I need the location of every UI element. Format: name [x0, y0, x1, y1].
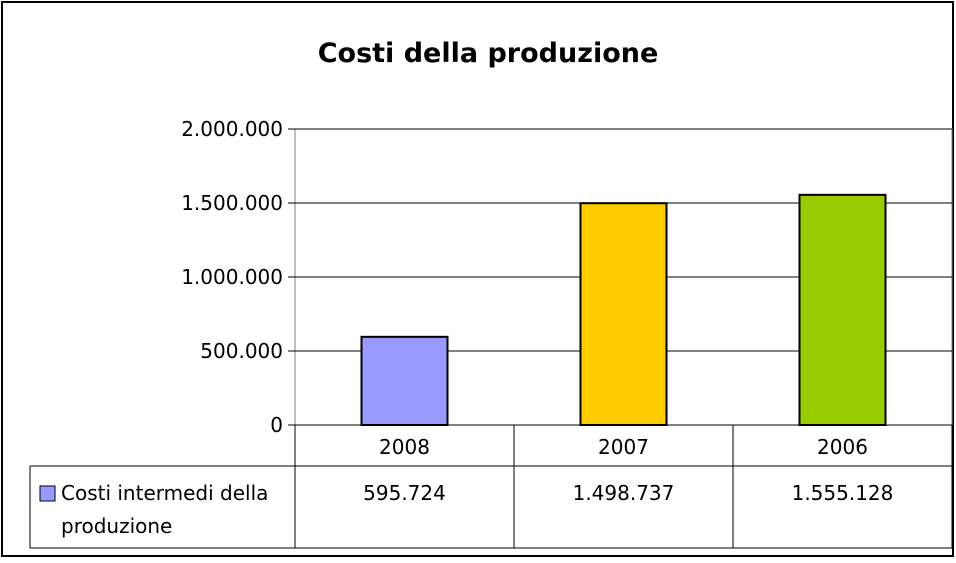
bar-2007	[579, 202, 668, 426]
x-category-label: 2006	[817, 435, 868, 459]
legend-label: produzione	[61, 514, 172, 538]
data-table: 2008 595.724 2007 1.498.737 2006 1.555.128 Cos…	[29, 424, 953, 549]
y-tick-label: 1.500.000	[181, 191, 283, 215]
y-tick-label: 0	[270, 413, 283, 437]
y-tick-label: 2.000.000	[181, 117, 283, 141]
y-axis-tick-labels: 0 500.000 1.000.000 1.500.000 2.000.000	[181, 117, 283, 437]
x-category-label: 2008	[379, 435, 430, 459]
y-tick-label: 500.000	[200, 339, 283, 363]
bar-2006	[798, 193, 887, 426]
y-tick-label: 1.000.000	[181, 265, 283, 289]
chart-title: Costi della produzione	[318, 38, 659, 69]
data-label: 1.555.128	[792, 481, 894, 505]
legend-swatch	[39, 485, 56, 502]
bar-2008	[360, 335, 449, 427]
bars	[360, 193, 887, 427]
data-label: 1.498.737	[573, 481, 675, 505]
x-category-label: 2007	[598, 435, 649, 459]
data-label: 595.724	[363, 481, 446, 505]
legend-label: Costi intermedi della	[61, 481, 268, 505]
